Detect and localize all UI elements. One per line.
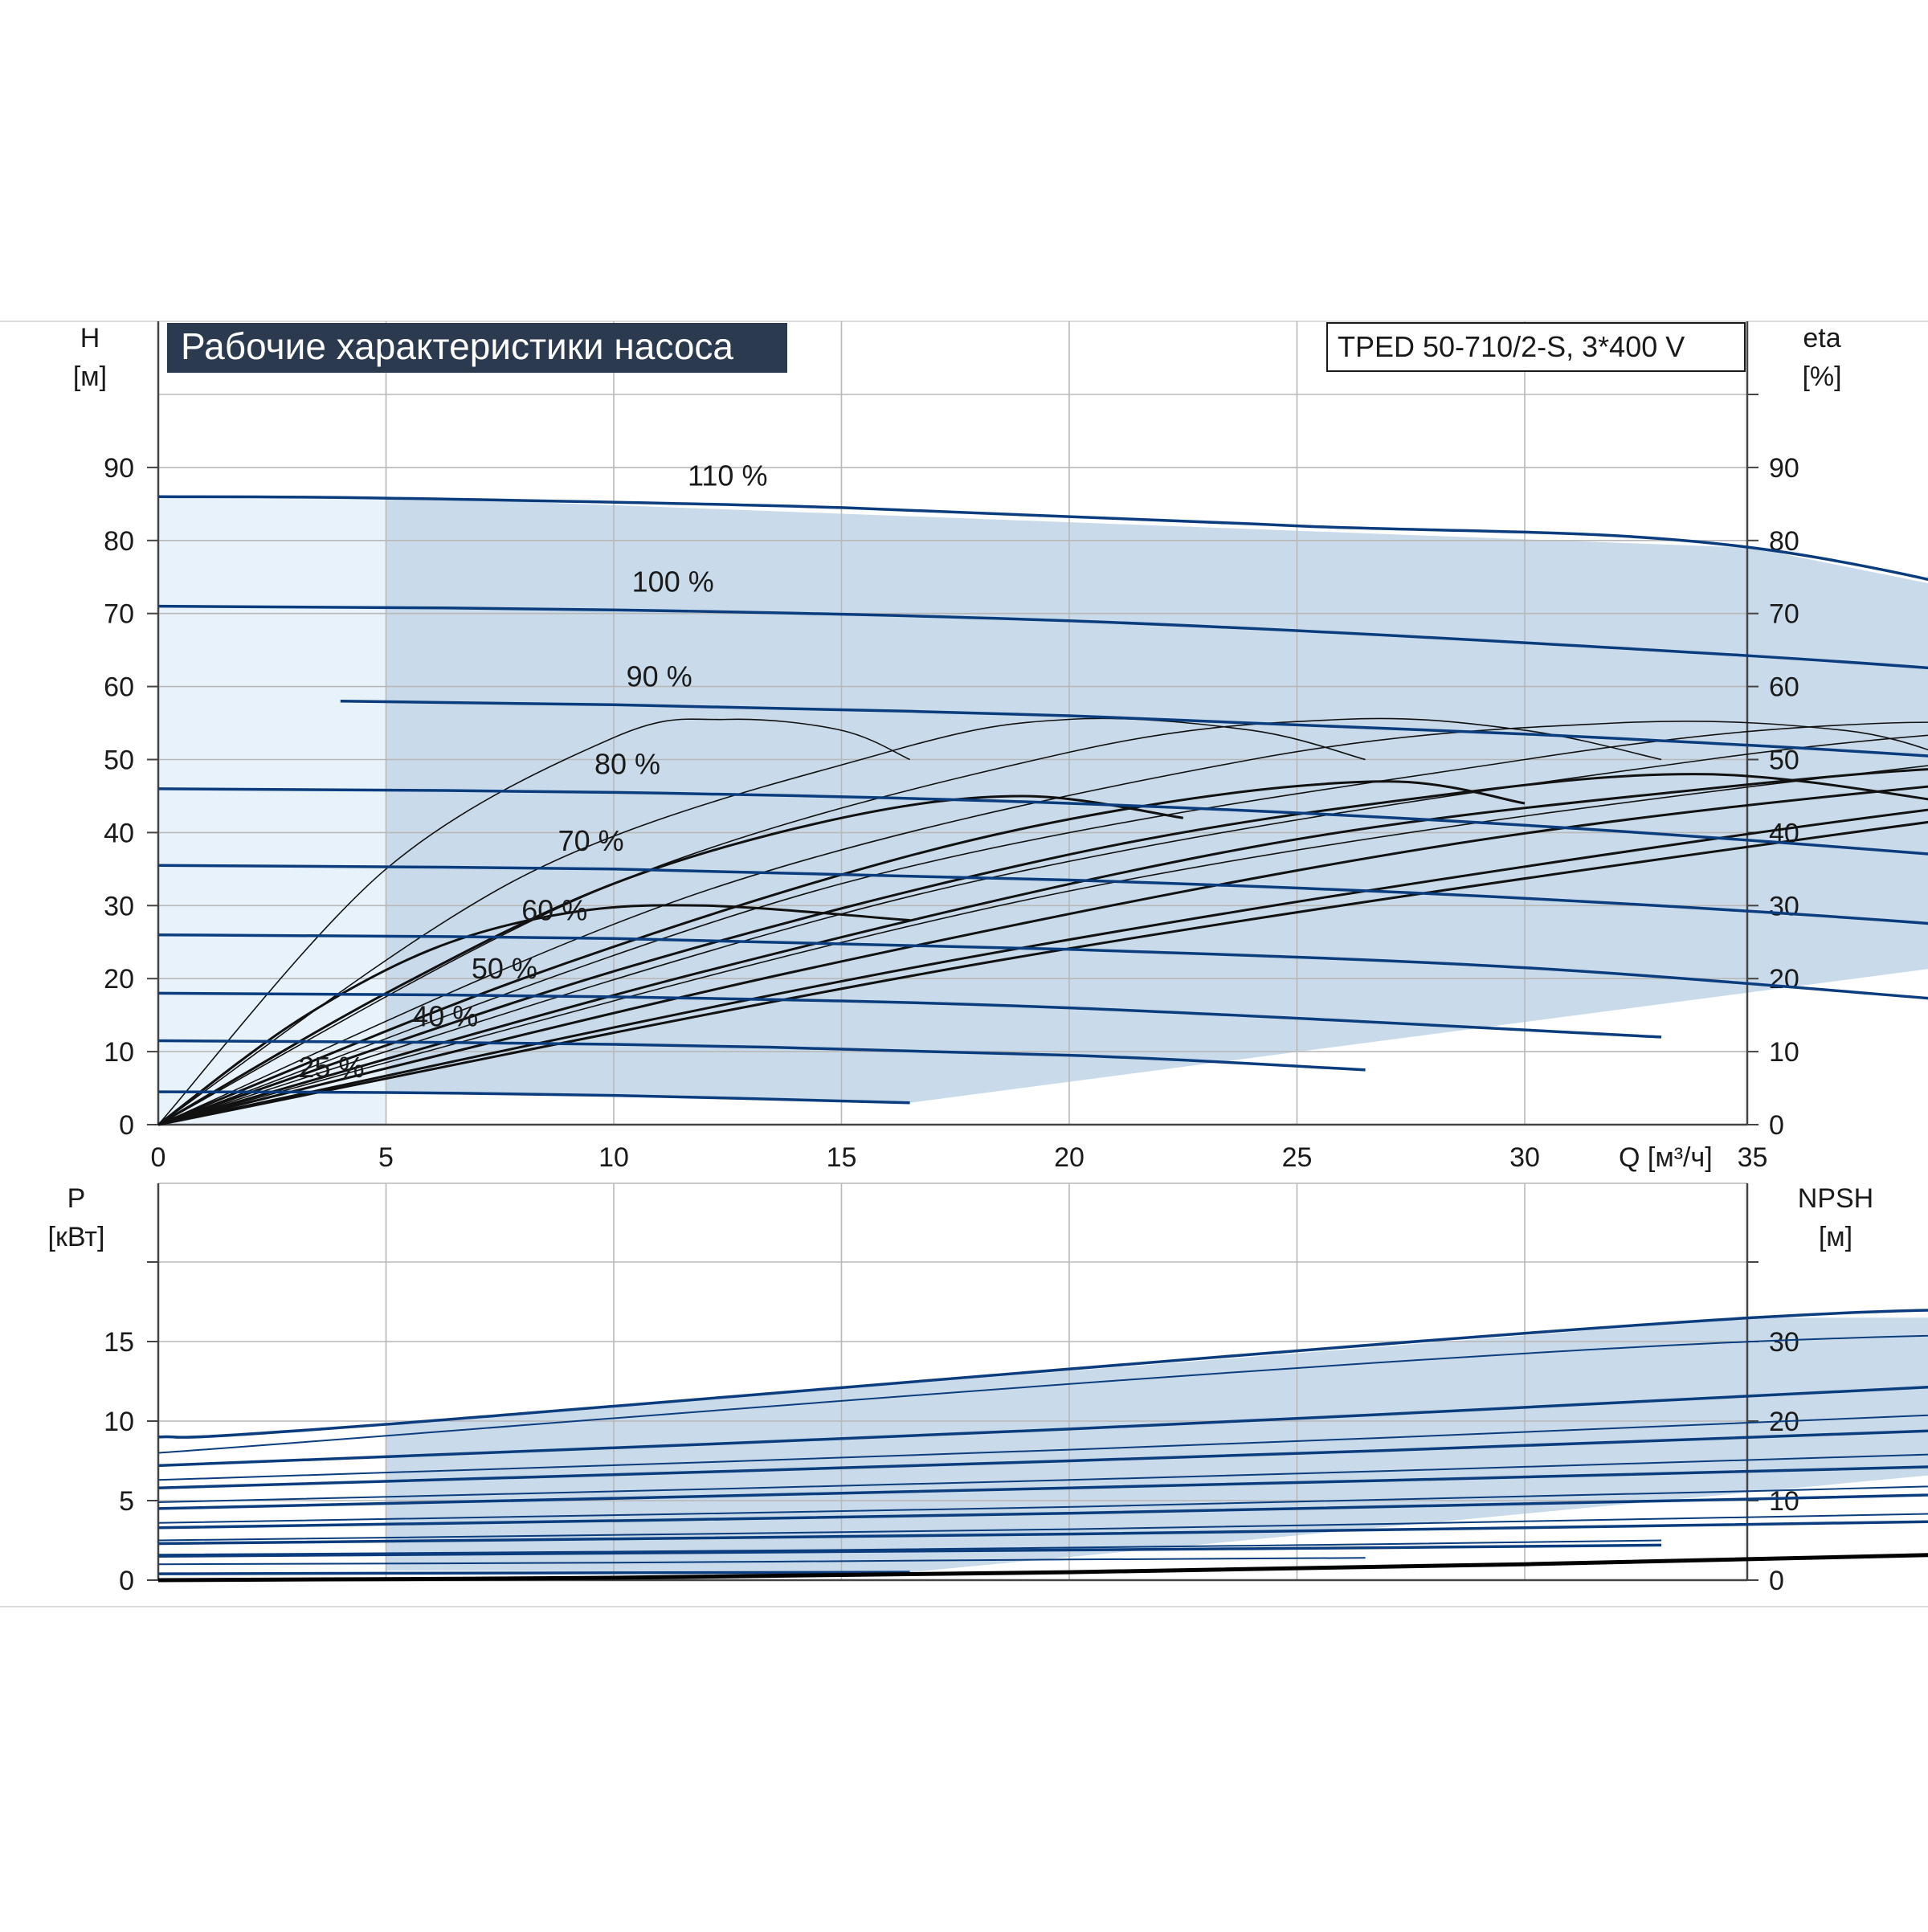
- power-ytick-label: 0: [119, 1566, 134, 1596]
- q-xtick-label: 20: [1054, 1142, 1084, 1173]
- q-xtick-label: 15: [827, 1142, 857, 1173]
- eta-ytick-label: 0: [1769, 1110, 1784, 1141]
- head-ytick-label: 70: [104, 599, 134, 630]
- eta-ytick-label: 60: [1769, 672, 1799, 703]
- npsh-ytick-label: 0: [1769, 1566, 1784, 1596]
- npsh-axis-label: NPSH: [1798, 1183, 1873, 1214]
- eta-ytick-label: 70: [1769, 599, 1799, 630]
- q-xtick-label: 25: [1282, 1142, 1313, 1173]
- q-xtick-label: 5: [378, 1142, 394, 1173]
- head-region-light: [158, 496, 386, 1125]
- npsh-ytick-label: 30: [1769, 1327, 1799, 1358]
- q-xtick-label: 35: [1738, 1142, 1768, 1173]
- npsh-axis-unit: [м]: [1819, 1222, 1852, 1252]
- p-axis-unit: [кВт]: [48, 1222, 105, 1252]
- eta-ytick-label: 30: [1769, 891, 1799, 921]
- q-xtick-label: 30: [1509, 1142, 1540, 1173]
- speed-label: 40 %: [412, 999, 478, 1032]
- head-ytick-label: 10: [104, 1037, 134, 1068]
- speed-label: 60 %: [521, 893, 587, 926]
- power-ytick-label: 5: [119, 1486, 134, 1517]
- speed-label: 100 %: [632, 565, 714, 598]
- power-ytick-label: 10: [104, 1407, 134, 1437]
- speed-label: 25 %: [298, 1051, 364, 1084]
- head-ytick-label: 30: [104, 891, 134, 921]
- speed-label: 80 %: [594, 748, 660, 781]
- chart-title: Рабочие характеристики насоса: [181, 325, 733, 367]
- head-ytick-label: 80: [104, 526, 134, 557]
- model-box: TPED 50-710/2-S, 3*400 V: [1327, 323, 1745, 371]
- head-ytick-label: 90: [104, 453, 134, 484]
- speed-label: 110 %: [688, 460, 767, 492]
- speed-label: 90 %: [627, 660, 692, 693]
- model-label: TPED 50-710/2-S, 3*400 V: [1338, 330, 1685, 363]
- eta-axis-label: eta: [1803, 323, 1840, 353]
- h-axis-label: H: [80, 323, 100, 353]
- power-ytick-label: 15: [104, 1327, 134, 1358]
- head-ytick-label: 60: [104, 672, 134, 703]
- head-ytick-label: 40: [104, 818, 134, 848]
- p-axis-label: P: [67, 1183, 86, 1214]
- h-axis-unit: [м]: [73, 361, 107, 392]
- head-ytick-label: 0: [119, 1110, 134, 1141]
- power-chart: 0510150102030P1 (motor+freq.converter)P2: [104, 1183, 1928, 1596]
- eta-ytick-label: 10: [1769, 1037, 1799, 1068]
- head-ytick-label: 50: [104, 745, 134, 776]
- q-xtick-label: 10: [598, 1142, 629, 1173]
- chart-title-banner: Рабочие характеристики насоса: [167, 323, 787, 373]
- speed-label: 70 %: [558, 824, 624, 857]
- q-xtick-label: 0: [151, 1142, 166, 1173]
- speed-label: 50 %: [472, 952, 537, 985]
- eta-ytick-label: 20: [1769, 964, 1799, 995]
- head-ytick-label: 20: [104, 964, 134, 995]
- q-axis-label: Q [м³/ч]: [1619, 1142, 1713, 1173]
- eta-ytick-label: 90: [1769, 453, 1799, 484]
- eta-axis-unit: [%]: [1802, 361, 1841, 392]
